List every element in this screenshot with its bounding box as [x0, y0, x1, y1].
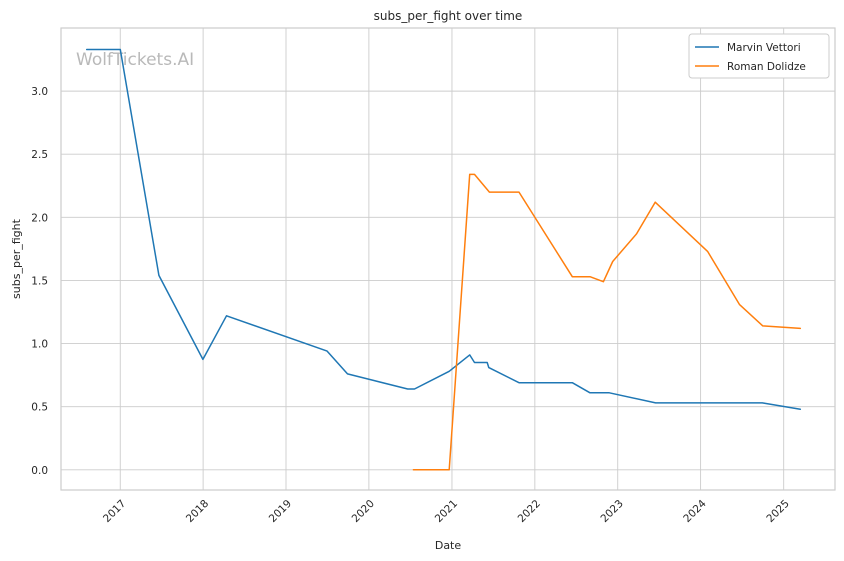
y-tick-label: 1.0	[31, 339, 48, 351]
x-tick-label: 2017	[101, 498, 128, 525]
chart-title: subs_per_fight over time	[374, 9, 523, 23]
x-tick-label: 2019	[267, 498, 294, 525]
x-tick-label: 2025	[764, 498, 791, 525]
grid-layer	[61, 28, 835, 490]
x-tick-label: 2024	[681, 497, 709, 525]
legend: Marvin Vettori Roman Dolidze	[688, 33, 830, 79]
series-line-roman-dolidze	[412, 173, 802, 471]
y-tick-label: 2.5	[31, 149, 48, 161]
legend-label: Roman Dolidze	[727, 61, 806, 73]
x-tick-label: 2018	[184, 498, 211, 525]
series-line-marvin-vettori	[85, 48, 802, 410]
legend-label: Marvin Vettori	[727, 42, 801, 54]
legend-box	[688, 33, 830, 79]
y-axis-label: subs_per_fight	[10, 218, 23, 299]
y-tick-label: 3.0	[31, 86, 48, 98]
watermark: WolfTickets.AI	[76, 50, 194, 70]
x-tick-label: 2022	[516, 498, 543, 525]
x-tick-label: 2023	[598, 498, 625, 525]
y-tick-label: 1.5	[31, 275, 48, 287]
y-tick-label: 0.0	[31, 465, 48, 477]
x-axis-label: Date	[435, 539, 462, 552]
x-tick-labels: 2017 2018 2019 2020 2021 2022 2023 2024 2025	[101, 497, 792, 525]
y-tick-label: 0.5	[31, 402, 48, 414]
y-tick-label: 2.0	[31, 212, 48, 224]
x-tick-label: 2021	[433, 498, 460, 525]
x-tick-label: 2020	[350, 498, 377, 525]
series-layer	[85, 48, 802, 471]
plot-frame	[60, 27, 836, 491]
y-tick-labels: 0.0 0.5 1.0 1.5 2.0 2.5 3.0	[31, 86, 48, 477]
